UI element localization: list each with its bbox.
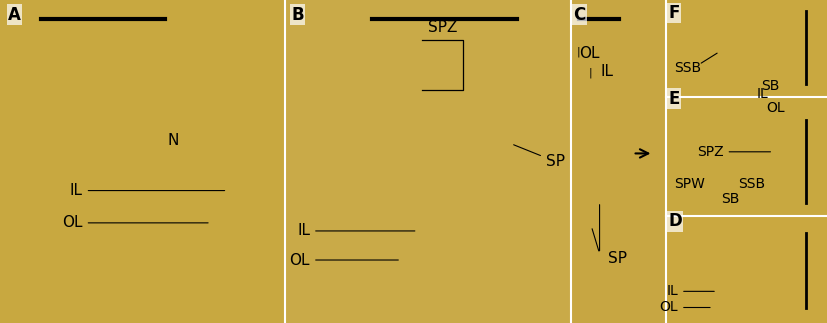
Bar xyxy=(666,0,827,97)
Text: A: A xyxy=(8,5,22,24)
Text: OL: OL xyxy=(579,46,600,61)
Text: D: D xyxy=(668,212,682,230)
Text: OL: OL xyxy=(659,300,710,315)
Text: IL: IL xyxy=(600,64,614,78)
Text: OL: OL xyxy=(767,101,786,115)
Text: IL: IL xyxy=(297,224,415,238)
Text: SP: SP xyxy=(608,251,627,266)
Text: B: B xyxy=(291,5,304,24)
Text: OL: OL xyxy=(289,253,399,267)
Text: N: N xyxy=(168,133,179,148)
Text: IL: IL xyxy=(667,284,715,298)
Text: IL: IL xyxy=(69,183,225,198)
Text: E: E xyxy=(668,89,680,108)
Text: F: F xyxy=(668,4,680,22)
Text: SSB: SSB xyxy=(739,177,766,191)
Text: SPW: SPW xyxy=(674,177,705,191)
Text: SP: SP xyxy=(514,145,565,169)
Text: SB: SB xyxy=(761,78,779,93)
Bar xyxy=(666,97,827,216)
Text: C: C xyxy=(573,5,586,24)
Text: |: | xyxy=(589,68,592,78)
Text: SSB: SSB xyxy=(674,61,701,75)
Text: SPZ: SPZ xyxy=(697,145,771,159)
Bar xyxy=(0,0,285,323)
Bar xyxy=(571,0,666,323)
Text: OL: OL xyxy=(62,215,208,230)
Text: |: | xyxy=(577,47,581,57)
Text: IL: IL xyxy=(757,87,768,101)
Bar xyxy=(666,216,827,323)
Text: SPZ: SPZ xyxy=(428,20,457,35)
Text: SB: SB xyxy=(721,192,739,206)
Bar xyxy=(285,0,571,323)
